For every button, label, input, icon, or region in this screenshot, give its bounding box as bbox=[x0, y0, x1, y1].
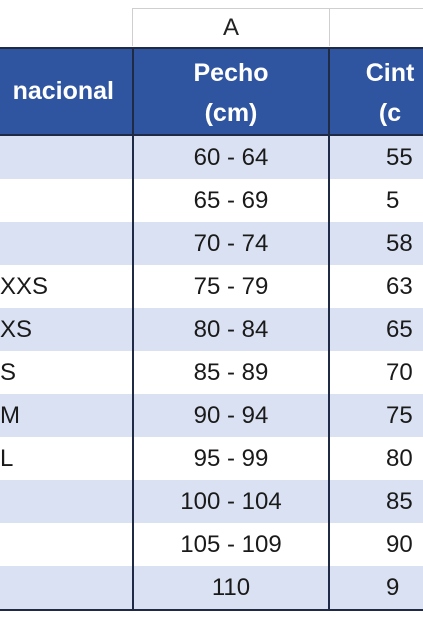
cell-waist[interactable]: 80 bbox=[386, 445, 413, 472]
header-waist-unit: (c bbox=[378, 99, 402, 127]
cell-waist[interactable]: 75 bbox=[386, 402, 413, 429]
cell-waist[interactable]: 85 bbox=[386, 488, 413, 515]
cell-chest[interactable]: 80 - 84 bbox=[132, 308, 330, 351]
table-row: 105 - 109 90 bbox=[0, 523, 423, 566]
header-chest-title: Pecho bbox=[193, 59, 269, 87]
column-header-b[interactable] bbox=[330, 8, 423, 46]
cell-chest[interactable]: 100 - 104 bbox=[132, 480, 330, 523]
table-row: L 95 - 99 80 bbox=[0, 437, 423, 480]
header-waist[interactable]: Cint (c bbox=[330, 49, 423, 134]
cell-international[interactable] bbox=[0, 179, 132, 222]
cell-international[interactable] bbox=[0, 480, 132, 523]
table-row: 60 - 64 55 bbox=[0, 136, 423, 179]
cell-chest[interactable]: 85 - 89 bbox=[132, 351, 330, 394]
table-row: M 90 - 94 75 bbox=[0, 394, 423, 437]
cell-international[interactable] bbox=[0, 136, 132, 179]
table-row: 65 - 69 5 bbox=[0, 179, 423, 222]
header-international[interactable]: nacional bbox=[12, 77, 114, 105]
cell-international[interactable] bbox=[0, 566, 132, 609]
table-body: 60 - 64 55 65 - 69 5 70 - 74 58 XXS 75 - 79 63 XS… bbox=[0, 136, 423, 609]
cell-chest[interactable]: 60 - 64 bbox=[132, 136, 330, 179]
cell-waist[interactable]: 55 bbox=[386, 144, 413, 171]
cell-chest[interactable]: 105 - 109 bbox=[132, 523, 330, 566]
cell-international[interactable]: XS bbox=[0, 316, 33, 343]
cell-waist[interactable]: 5 bbox=[386, 187, 400, 214]
header-chest-unit: (cm) bbox=[204, 99, 258, 127]
cell-waist[interactable]: 58 bbox=[386, 230, 413, 257]
cell-waist[interactable]: 70 bbox=[386, 359, 413, 386]
cell-chest[interactable]: 110 bbox=[132, 566, 330, 609]
cell-international[interactable] bbox=[0, 523, 132, 566]
cell-international[interactable]: S bbox=[0, 359, 17, 386]
cell-chest[interactable]: 75 - 79 bbox=[132, 265, 330, 308]
cell-international[interactable]: L bbox=[0, 445, 14, 472]
table-row: S 85 - 89 70 bbox=[0, 351, 423, 394]
cell-waist[interactable]: 9 bbox=[386, 574, 400, 601]
table-bottom-border bbox=[0, 609, 423, 611]
table-header-row: nacional Pecho (cm) Cint (c bbox=[0, 47, 423, 136]
header-chest[interactable]: Pecho (cm) bbox=[132, 49, 330, 134]
cell-chest[interactable]: 90 - 94 bbox=[132, 394, 330, 437]
cell-chest[interactable]: 70 - 74 bbox=[132, 222, 330, 265]
cell-waist[interactable]: 63 bbox=[386, 273, 413, 300]
cell-international[interactable]: M bbox=[0, 402, 20, 429]
cell-waist[interactable]: 90 bbox=[386, 531, 413, 558]
header-waist-title: Cint bbox=[365, 59, 415, 87]
table-row: XS 80 - 84 65 bbox=[0, 308, 423, 351]
cell-chest[interactable]: 95 - 99 bbox=[132, 437, 330, 480]
cell-international[interactable]: XXS bbox=[0, 273, 49, 300]
cell-waist[interactable]: 65 bbox=[386, 316, 413, 343]
table-row: XXS 75 - 79 63 bbox=[0, 265, 423, 308]
table-row: 100 - 104 85 bbox=[0, 480, 423, 523]
table-row: 110 9 bbox=[0, 566, 423, 609]
column-header-a[interactable]: A bbox=[132, 8, 330, 46]
cell-international[interactable] bbox=[0, 222, 132, 265]
table-row: 70 - 74 58 bbox=[0, 222, 423, 265]
cell-chest[interactable]: 65 - 69 bbox=[132, 179, 330, 222]
